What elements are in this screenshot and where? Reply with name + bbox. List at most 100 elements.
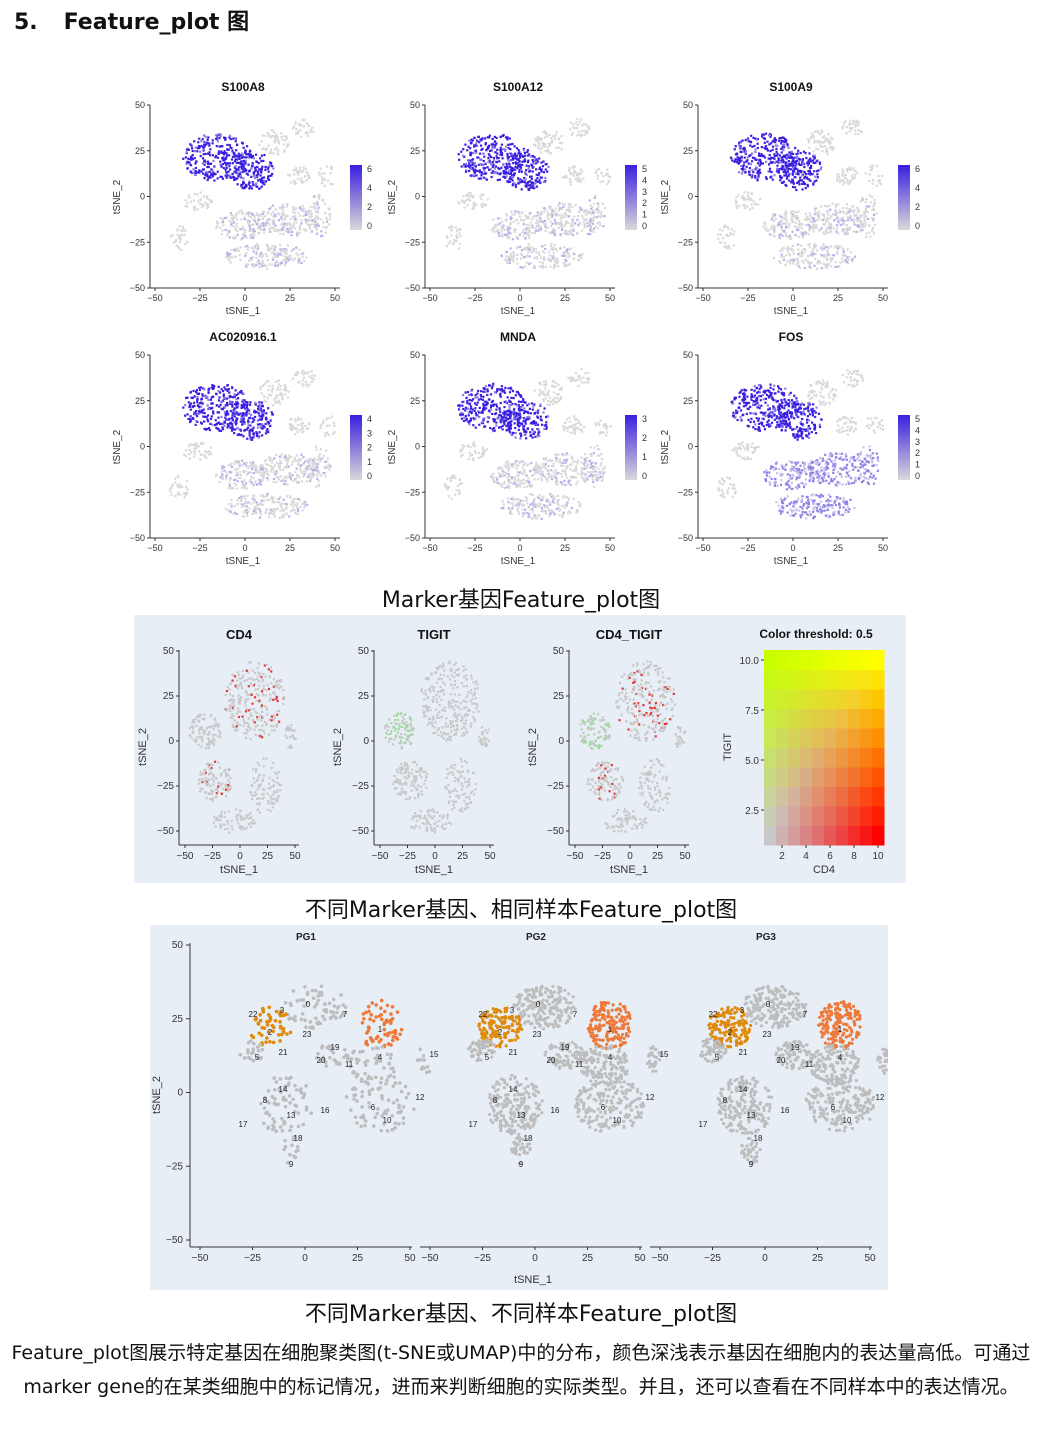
cell-point: [269, 470, 272, 473]
cell-point: [851, 209, 854, 213]
cell-points: [169, 118, 334, 270]
cell-point: [219, 135, 222, 138]
cell-point: [847, 182, 850, 186]
cell-point: [533, 162, 536, 165]
cell-point: [842, 250, 845, 253]
cell-point: [787, 245, 790, 249]
cell-point: [465, 169, 468, 172]
cell-point: [549, 152, 553, 155]
cell-point: [816, 262, 819, 265]
cell-point: [538, 157, 541, 160]
cell-point: [280, 207, 284, 210]
cell-point: [482, 159, 485, 163]
cell-point: [232, 396, 235, 399]
cell-point: [480, 138, 483, 141]
cell-point: [187, 148, 190, 151]
cell-point: [829, 226, 832, 230]
cell-point: [242, 159, 245, 163]
cell-point: [190, 171, 193, 174]
cell-point: [173, 477, 177, 480]
cell-point: [752, 200, 755, 203]
cell-point: [834, 208, 837, 211]
cell-point: [864, 222, 867, 225]
cell-point: [271, 498, 274, 502]
cell-point: [307, 175, 311, 178]
cell-point: [800, 255, 803, 258]
cell-point: [871, 208, 874, 211]
cell-point: [762, 133, 766, 136]
cell-point: [852, 221, 856, 224]
cell-point: [579, 180, 582, 183]
cell-point: [558, 202, 561, 205]
cell-point: [566, 209, 569, 212]
cell-point: [253, 505, 257, 509]
cell-point: [304, 502, 307, 505]
cell-point: [247, 510, 250, 513]
cell-point: [804, 230, 807, 233]
cell-point: [784, 210, 787, 213]
cell-point: [303, 259, 306, 263]
cell-point: [602, 180, 605, 183]
cell-point: [316, 200, 319, 203]
cell-point: [512, 220, 515, 224]
cell-point: [262, 159, 265, 162]
cell-point: [820, 254, 823, 257]
cell-point: [268, 385, 271, 388]
cell-point: [853, 173, 856, 176]
cell-point: [213, 423, 217, 427]
cell-point: [498, 160, 501, 163]
cell-point: [246, 403, 249, 406]
cell-point: [580, 134, 583, 138]
legend-tick: 0: [367, 221, 372, 231]
cell-point: [252, 157, 256, 160]
cell-point: [284, 455, 287, 458]
cell-point: [230, 223, 233, 226]
cell-point: [856, 216, 859, 219]
cell-point: [603, 207, 607, 210]
cell-point: [518, 151, 521, 154]
cell-point: [562, 262, 565, 265]
cell-point: [226, 426, 229, 429]
cell-point: [231, 414, 234, 417]
cell-point: [479, 195, 482, 198]
cell-point: [550, 225, 553, 228]
legend-tick: 4: [642, 175, 647, 185]
cell-point: [238, 496, 241, 500]
cell-point: [271, 387, 274, 390]
cell-point: [525, 255, 528, 258]
cell-point: [504, 136, 508, 139]
cell-point: [263, 383, 266, 386]
cell-point: [495, 136, 498, 140]
cell-point: [296, 172, 299, 175]
cell-point: [808, 243, 811, 246]
cell-point: [266, 492, 269, 496]
cell-point: [842, 125, 845, 128]
cell-point: [812, 134, 815, 138]
cell-point: [298, 476, 301, 479]
cell-point: [766, 229, 769, 232]
cell-point: [275, 508, 278, 511]
cell-point: [775, 160, 778, 163]
legend-bar: [350, 165, 362, 230]
cell-point: [801, 259, 804, 262]
cell-point: [554, 247, 557, 251]
cell-point: [222, 136, 226, 139]
cell-point: [276, 394, 279, 397]
cell-point: [271, 384, 274, 387]
cell-point: [261, 224, 264, 227]
cell-point: [527, 243, 530, 246]
cell-point: [252, 464, 255, 467]
cell-point: [474, 149, 478, 152]
cell-point: [267, 421, 271, 425]
cell-point: [235, 512, 238, 516]
cell-point: [744, 138, 747, 142]
cell-point: [515, 162, 518, 166]
cell-point: [563, 224, 567, 227]
cell-point: [839, 178, 842, 181]
cell-point: [273, 501, 277, 504]
cell-point: [494, 144, 497, 147]
cell-point: [763, 156, 767, 159]
cell-point: [228, 134, 232, 137]
cell-point: [267, 178, 271, 182]
cell-point: [569, 202, 572, 206]
